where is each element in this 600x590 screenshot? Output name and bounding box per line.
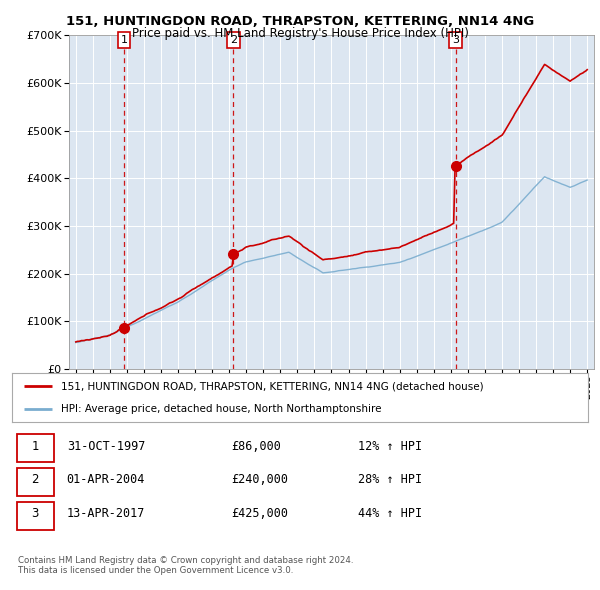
- Text: £425,000: £425,000: [231, 507, 288, 520]
- Text: Contains HM Land Registry data © Crown copyright and database right 2024.
This d: Contains HM Land Registry data © Crown c…: [18, 556, 353, 575]
- Text: 28% ↑ HPI: 28% ↑ HPI: [358, 473, 422, 486]
- FancyBboxPatch shape: [17, 468, 54, 496]
- Text: 13-APR-2017: 13-APR-2017: [67, 507, 145, 520]
- Text: 01-APR-2004: 01-APR-2004: [67, 473, 145, 486]
- FancyBboxPatch shape: [17, 434, 54, 463]
- Text: 44% ↑ HPI: 44% ↑ HPI: [358, 507, 422, 520]
- Text: 12% ↑ HPI: 12% ↑ HPI: [358, 440, 422, 453]
- Text: 151, HUNTINGDON ROAD, THRAPSTON, KETTERING, NN14 4NG (detached house): 151, HUNTINGDON ROAD, THRAPSTON, KETTERI…: [61, 381, 484, 391]
- Text: 31-OCT-1997: 31-OCT-1997: [67, 440, 145, 453]
- FancyBboxPatch shape: [17, 502, 54, 530]
- Text: 3: 3: [31, 507, 39, 520]
- Text: £240,000: £240,000: [231, 473, 288, 486]
- Text: £86,000: £86,000: [231, 440, 281, 453]
- Text: Price paid vs. HM Land Registry's House Price Index (HPI): Price paid vs. HM Land Registry's House …: [131, 27, 469, 40]
- Text: HPI: Average price, detached house, North Northamptonshire: HPI: Average price, detached house, Nort…: [61, 404, 382, 414]
- Text: 3: 3: [452, 35, 459, 45]
- Text: 2: 2: [31, 473, 39, 486]
- Text: 1: 1: [121, 35, 128, 45]
- Text: 151, HUNTINGDON ROAD, THRAPSTON, KETTERING, NN14 4NG: 151, HUNTINGDON ROAD, THRAPSTON, KETTERI…: [66, 15, 534, 28]
- Text: 2: 2: [230, 35, 237, 45]
- Text: 1: 1: [31, 440, 39, 453]
